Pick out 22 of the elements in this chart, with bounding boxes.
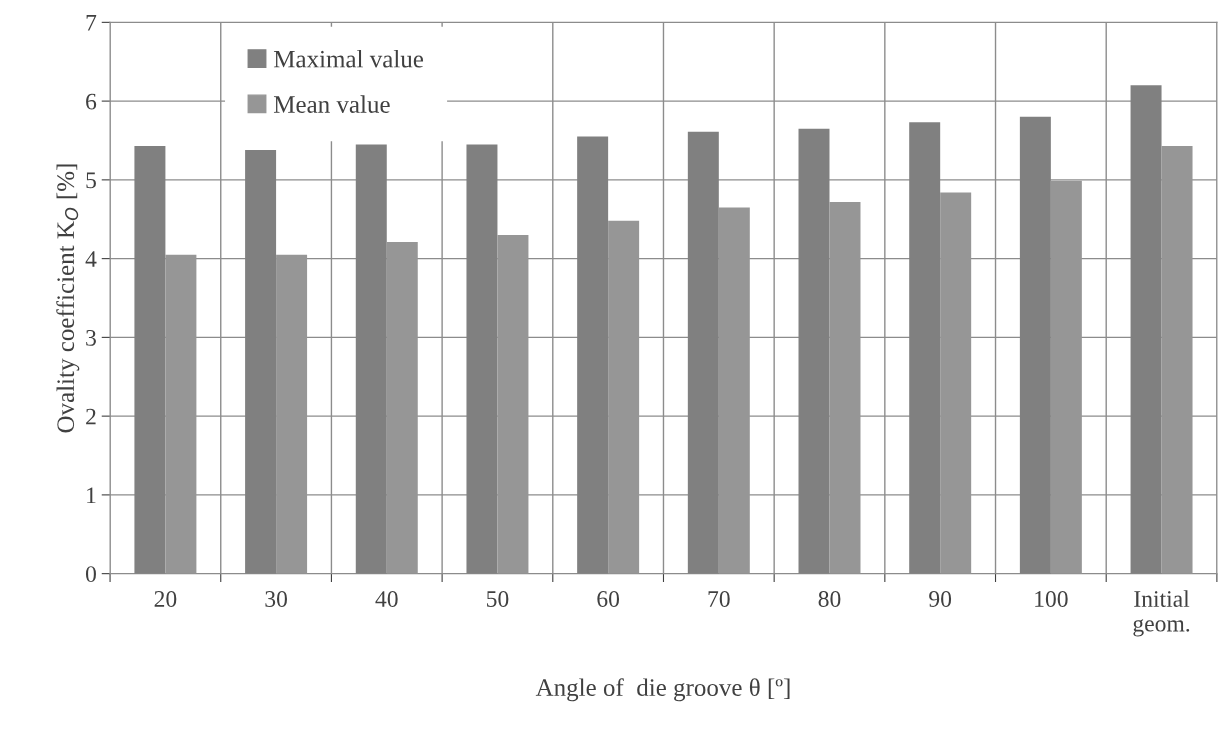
legend-label: Maximal value: [273, 50, 424, 68]
x-axis-title: Angle of die groove θ [º]: [535, 678, 790, 702]
y-tick-label: 4: [85, 251, 97, 267]
y-tick-label: 3: [86, 329, 96, 346]
x-tick-label: 30: [265, 591, 287, 607]
x-tick-label: 40: [375, 591, 398, 607]
x-tick-label: 20: [154, 591, 177, 607]
y-tick-label: 5: [86, 172, 96, 189]
x-tick-label: 70: [708, 591, 730, 607]
x-tick-label: 100: [1035, 591, 1068, 607]
x-tick-label: Initial geom.: [1133, 590, 1190, 637]
x-tick-label: 60: [597, 591, 620, 607]
x-tick-label: 50: [487, 591, 509, 607]
y-tick-label: 0: [85, 566, 96, 583]
y-tick-label: 6: [86, 93, 97, 110]
y-tick-label: 7: [86, 15, 97, 31]
y-tick-label: 2: [86, 408, 96, 425]
y-tick-label: 1: [87, 487, 96, 504]
legend-label: Mean value: [273, 95, 390, 113]
y-axis-title: Ovality coefficient K$_{O}$ [%]: [56, 164, 80, 433]
x-tick-label: 80: [818, 591, 841, 607]
x-tick-label: 90: [929, 591, 952, 607]
